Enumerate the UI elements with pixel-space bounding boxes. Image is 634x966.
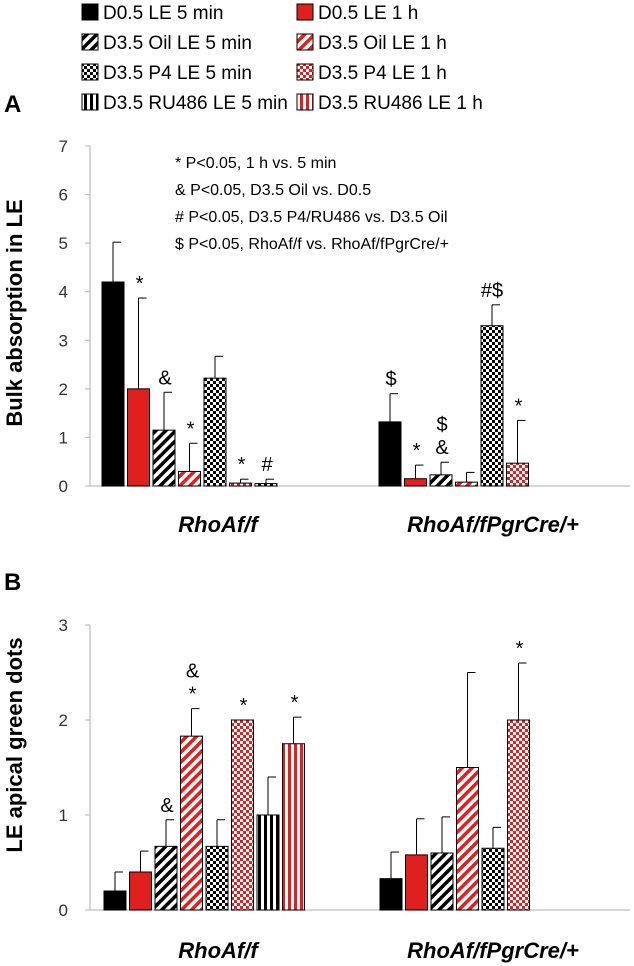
legend-swatch-d3-5-oil-le-1-h bbox=[296, 33, 314, 51]
panel-b-category-label: RhoAf/f bbox=[178, 938, 260, 963]
panel-a-bar-d0-5-le-5-min-g1 bbox=[101, 281, 125, 487]
legend-label-d3-5-ru486-le-5-min: D3.5 RU486 LE 5 min bbox=[103, 93, 288, 114]
panel-b-significance-mark: * bbox=[291, 692, 299, 714]
panel-a-chart: A Bulk absorption in LE * P<0.05, 1 h vs… bbox=[2, 91, 630, 537]
panel-b-chart: B LE apical green dots 0 1 2 3 RhoAf/f RhoAf/… bbox=[2, 569, 630, 963]
panel-b-y-axis-label: LE apical green dots bbox=[2, 637, 27, 852]
panel-a-y-tick-label: 2 bbox=[59, 380, 68, 399]
legend-swatch-d0-5-le-1-h bbox=[296, 3, 314, 21]
panel-a-note-4: $ P<0.05, RhoAf/f vs. RhoAf/fPgrCre/+ bbox=[175, 236, 449, 253]
panel-b-bar-d3-5-p4-le-5-min-g1 bbox=[205, 845, 229, 911]
panel-b-bar-d3-5-oil-le-5-min-g1 bbox=[154, 845, 178, 911]
panel-b-y-tick-label: 0 bbox=[59, 901, 68, 920]
panel-b-bar-d3-5-ru486-le-1-h-g1 bbox=[282, 743, 305, 911]
panel-a-note-3: # P<0.05, D3.5 P4/RU486 vs. D3.5 Oil bbox=[175, 209, 448, 226]
legend-swatch-d3-5-ru486-le-5-min bbox=[81, 93, 99, 111]
panel-b-y-tick-label: 1 bbox=[59, 806, 68, 825]
panel-b-significance-mark: & bbox=[186, 661, 200, 683]
panel-a-letter: A bbox=[4, 91, 21, 118]
panel-b-bar-d0-5-le-5-min-g1 bbox=[103, 890, 127, 911]
legend-swatch-d3-5-p4-le-1-h bbox=[296, 63, 314, 81]
panel-a-significance-mark: * bbox=[515, 395, 523, 417]
panel-a-significance-mark: * bbox=[187, 418, 195, 440]
panel-a-y-tick-label: 5 bbox=[59, 234, 68, 253]
panel-b-bar-d3-5-oil-le-1-h-g1 bbox=[180, 735, 203, 911]
panel-b-bar-d0-5-le-1-h-g1 bbox=[129, 871, 152, 911]
legend-swatch-d3-5-p4-le-5-min bbox=[81, 63, 99, 81]
legend-label-d3-5-ru486-le-1-h: D3.5 RU486 LE 1 h bbox=[318, 93, 483, 114]
legend: D0.5 LE 5 min D0.5 LE 1 h D3.5 Oil LE 5 mi… bbox=[81, 3, 483, 114]
panel-a-significance-mark: & bbox=[435, 437, 449, 459]
panel-b-bar-d3-5-oil-le-5-min-g2 bbox=[430, 852, 454, 911]
panel-a-bar-d3-5-ru486-le-5-min-g1 bbox=[254, 483, 278, 487]
panel-a-significance-mark: $ bbox=[385, 369, 396, 391]
panel-a-category-label: RhoAf/fPgrCre/+ bbox=[407, 512, 579, 537]
panel-a-category-label: RhoAf/f bbox=[178, 512, 260, 537]
panel-b-y-tick-label: 2 bbox=[59, 711, 68, 730]
panel-a-bar-d3-5-oil-le-1-h-g2 bbox=[455, 481, 478, 487]
panel-a-bar-d0-5-le-1-h-g2 bbox=[404, 478, 427, 487]
panel-b-significance-mark: * bbox=[189, 684, 197, 706]
panel-b-bar-d3-5-p4-le-1-h-g2 bbox=[507, 719, 530, 911]
panel-a-bar-d3-5-p4-le-5-min-g1 bbox=[203, 377, 227, 487]
panel-a-bar-d3-5-oil-le-1-h-g1 bbox=[178, 470, 201, 487]
legend-label-d0-5-le-5-min: D0.5 LE 5 min bbox=[103, 3, 223, 24]
panel-b-y-tick-label: 3 bbox=[59, 616, 68, 635]
legend-label-d0-5-le-1-h: D0.5 LE 1 h bbox=[318, 3, 418, 24]
legend-label-d3-5-oil-le-1-h: D3.5 Oil LE 1 h bbox=[318, 33, 447, 54]
panel-b-significance-mark: * bbox=[516, 638, 524, 660]
panel-b-bar-d0-5-le-5-min-g2 bbox=[379, 878, 403, 911]
panel-a-significance-mark: $ bbox=[436, 414, 447, 436]
panel-b-category-label: RhoAf/fPgrCre/+ bbox=[407, 938, 579, 963]
panel-a-y-tick-label: 1 bbox=[59, 428, 68, 447]
panel-b-bar-d3-5-p4-le-1-h-g1 bbox=[231, 719, 254, 911]
panel-b-bar-d0-5-le-1-h-g2 bbox=[405, 854, 428, 911]
panel-a-bar-d3-5-p4-le-1-h-g1 bbox=[229, 482, 252, 487]
panel-b-bar-d3-5-p4-le-5-min-g2 bbox=[481, 847, 505, 911]
legend-swatch-d3-5-oil-le-5-min bbox=[81, 33, 99, 51]
legend-swatch-d0-5-le-5-min bbox=[81, 3, 99, 21]
panel-b-bar-d3-5-oil-le-1-h-g2 bbox=[456, 767, 479, 911]
panel-a-note-2: & P<0.05, D3.5 Oil vs. D0.5 bbox=[175, 182, 371, 199]
panel-a-significance-mark: * bbox=[238, 454, 246, 476]
panel-a-y-tick-label: 7 bbox=[59, 137, 68, 156]
panel-a-note-1: * P<0.05, 1 h vs. 5 min bbox=[175, 155, 336, 172]
panel-a-bar-d3-5-p4-le-1-h-g2 bbox=[506, 462, 529, 487]
panel-a-y-axis-label: Bulk absorption in LE bbox=[2, 199, 27, 426]
panel-b-significance-mark: & bbox=[160, 795, 174, 817]
panel-b-letter: B bbox=[4, 569, 21, 596]
panel-a-y-tick-label: 4 bbox=[59, 283, 68, 302]
panel-a-significance-mark: * bbox=[136, 273, 144, 295]
panel-a-significance-mark: * bbox=[413, 440, 421, 462]
panel-a-bar-d0-5-le-5-min-g2 bbox=[378, 421, 402, 487]
panel-a-significance-notes: * P<0.05, 1 h vs. 5 min & P<0.05, D3.5 O… bbox=[175, 155, 449, 253]
panel-a-y-tick-label: 0 bbox=[59, 477, 68, 496]
legend-label-d3-5-p4-le-5-min: D3.5 P4 LE 5 min bbox=[103, 63, 252, 84]
panel-a-bar-d3-5-oil-le-5-min-g1 bbox=[152, 429, 176, 487]
panel-b-significance-mark: * bbox=[240, 695, 248, 717]
panel-a-significance-mark: # bbox=[261, 454, 273, 476]
panel-a-bar-d3-5-oil-le-5-min-g2 bbox=[429, 474, 453, 487]
legend-swatch-d3-5-ru486-le-1-h bbox=[296, 93, 314, 111]
panel-a-y-tick-label: 3 bbox=[59, 331, 68, 350]
panel-a-bar-d3-5-p4-le-5-min-g2 bbox=[480, 325, 504, 487]
panel-a-significance-mark: & bbox=[158, 367, 172, 389]
legend-label-d3-5-oil-le-5-min: D3.5 Oil LE 5 min bbox=[103, 33, 252, 54]
panel-b-bar-d3-5-ru486-le-5-min-g1 bbox=[256, 814, 280, 911]
panel-a-y-tick-label: 6 bbox=[59, 186, 68, 205]
panel-a-significance-mark: #$ bbox=[481, 280, 503, 302]
legend-label-d3-5-p4-le-1-h: D3.5 P4 LE 1 h bbox=[318, 63, 447, 84]
panel-a-bar-d0-5-le-1-h-g1 bbox=[127, 388, 150, 487]
